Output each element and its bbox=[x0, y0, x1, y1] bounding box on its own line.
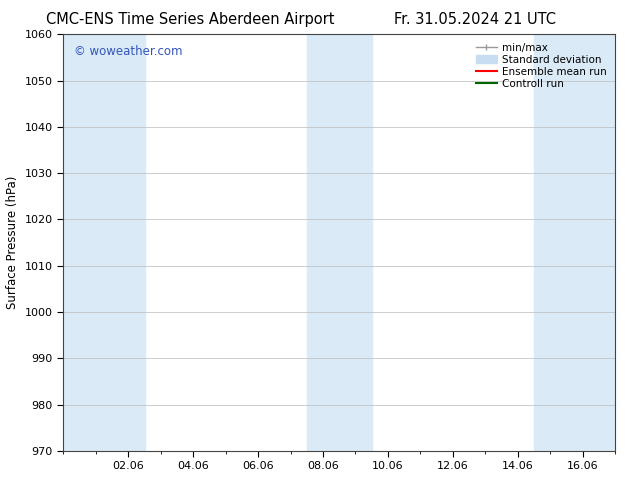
Bar bbox=[534, 34, 615, 451]
Y-axis label: Surface Pressure (hPa): Surface Pressure (hPa) bbox=[6, 176, 19, 309]
Text: CMC-ENS Time Series Aberdeen Airport: CMC-ENS Time Series Aberdeen Airport bbox=[46, 12, 335, 27]
Bar bbox=[63, 34, 145, 451]
Text: © woweather.com: © woweather.com bbox=[74, 45, 183, 58]
Text: Fr. 31.05.2024 21 UTC: Fr. 31.05.2024 21 UTC bbox=[394, 12, 557, 27]
Legend: min/max, Standard deviation, Ensemble mean run, Controll run: min/max, Standard deviation, Ensemble me… bbox=[473, 40, 610, 92]
Bar bbox=[307, 34, 372, 451]
